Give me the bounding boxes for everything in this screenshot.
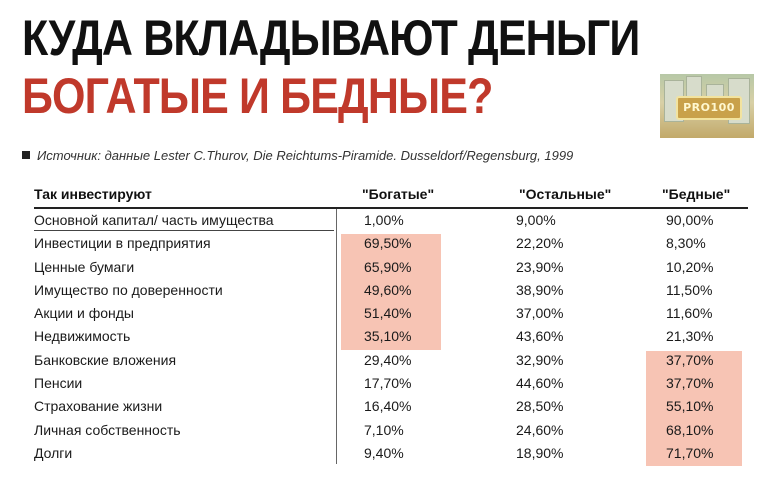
others-value: 9,00% — [516, 212, 556, 228]
row-label: Имущество по доверенности — [34, 281, 223, 298]
source-note: Источник: данные Lester C.Thurov, Die Re… — [22, 148, 573, 163]
bullet-square-icon — [22, 151, 30, 159]
row-label: Основной капитал/ часть имущества — [34, 212, 274, 228]
rich-value: 65,90% — [364, 258, 412, 275]
row-label: Пенсии — [34, 375, 83, 392]
others-value: 23,90% — [516, 258, 564, 275]
table-row: Долги 9,40% 18,90% 71,70% — [0, 442, 777, 465]
investment-table: Основной капитал/ часть имущества 1,00% 9,… — [0, 209, 777, 465]
table-row: Акции и фонды 51,40% 37,00% 11,60% — [0, 302, 777, 325]
poor-value: 55,10% — [666, 398, 714, 415]
row-label: Личная собственность — [34, 421, 181, 438]
source-text: Источник: данные Lester C.Thurov, Die Re… — [37, 148, 574, 163]
header-poor: "Бедные" — [662, 186, 731, 202]
others-value: 38,90% — [516, 281, 564, 298]
table-row: Страхование жизни 16,40% 28,50% 55,10% — [0, 395, 777, 418]
poor-value: 21,30% — [666, 328, 714, 345]
rich-value: 7,10% — [364, 421, 404, 438]
pro100-logo: PRO100 — [660, 74, 754, 138]
poor-value: 71,70% — [666, 444, 714, 461]
table-row: Имущество по доверенности 49,60% 38,90% 11,… — [0, 279, 777, 302]
header-rule — [34, 207, 748, 209]
rich-value: 17,70% — [364, 375, 412, 392]
others-value: 32,90% — [516, 351, 564, 368]
others-value: 24,60% — [516, 421, 564, 438]
row-label: Страхование жизни — [34, 398, 163, 415]
others-value: 43,60% — [516, 328, 564, 345]
rich-value: 1,00% — [364, 212, 404, 228]
logo-badge: PRO100 — [676, 96, 742, 120]
others-value: 37,00% — [516, 305, 564, 322]
row-label: Банковские вложения — [34, 351, 177, 368]
row-label: Долги — [34, 444, 73, 461]
table-row: Недвижимость 35,10% 43,60% 21,30% — [0, 325, 777, 348]
others-value: 44,60% — [516, 375, 564, 392]
column-divider — [336, 209, 337, 464]
first-row-underline — [34, 230, 334, 231]
row-label: Недвижимость — [34, 328, 131, 345]
poor-value: 11,50% — [666, 281, 713, 298]
header-rich: "Богатые" — [362, 186, 435, 202]
rich-value: 9,40% — [364, 444, 404, 461]
poor-value: 90,00% — [666, 212, 714, 228]
row-label: Инвестиции в предприятия — [34, 235, 211, 252]
poor-value: 8,30% — [666, 235, 706, 252]
page-title-line2: БОГАТЫЕ И БЕДНЫЕ? — [22, 68, 493, 124]
rich-value: 51,40% — [364, 305, 412, 322]
row-label: Ценные бумаги — [34, 258, 135, 275]
header-category: Так инвестируют — [34, 186, 152, 202]
rich-value: 69,50% — [364, 235, 412, 252]
table-row: Пенсии 17,70% 44,60% 37,70% — [0, 372, 777, 395]
poor-value: 37,70% — [666, 375, 714, 392]
rich-value: 35,10% — [364, 328, 412, 345]
poor-value: 11,60% — [666, 305, 713, 322]
poor-value: 10,20% — [666, 258, 714, 275]
table-row: Банковские вложения 29,40% 32,90% 37,70% — [0, 349, 777, 372]
others-value: 22,20% — [516, 235, 564, 252]
table-row: Личная собственность 7,10% 24,60% 68,10% — [0, 419, 777, 442]
poor-value: 68,10% — [666, 421, 714, 438]
rich-value: 16,40% — [364, 398, 412, 415]
rich-value: 49,60% — [364, 281, 412, 298]
table-header: Так инвестируют "Богатые" "Остальные" "Б… — [0, 186, 777, 208]
page-title-line1: КУДА ВКЛАДЫВАЮТ ДЕНЬГИ — [22, 10, 640, 66]
poor-highlight — [646, 350, 742, 467]
rich-value: 29,40% — [364, 351, 412, 368]
header-others: "Остальные" — [519, 186, 612, 202]
others-value: 28,50% — [516, 398, 564, 415]
rich-highlight — [341, 234, 441, 350]
table-row: Ценные бумаги 65,90% 23,90% 10,20% — [0, 256, 777, 279]
poor-value: 37,70% — [666, 351, 714, 368]
table-row: Инвестиции в предприятия 69,50% 22,20% 8,30… — [0, 232, 777, 255]
table-row: Основной капитал/ часть имущества 1,00% 9,… — [0, 209, 777, 232]
row-label: Акции и фонды — [34, 305, 134, 322]
others-value: 18,90% — [516, 444, 564, 461]
